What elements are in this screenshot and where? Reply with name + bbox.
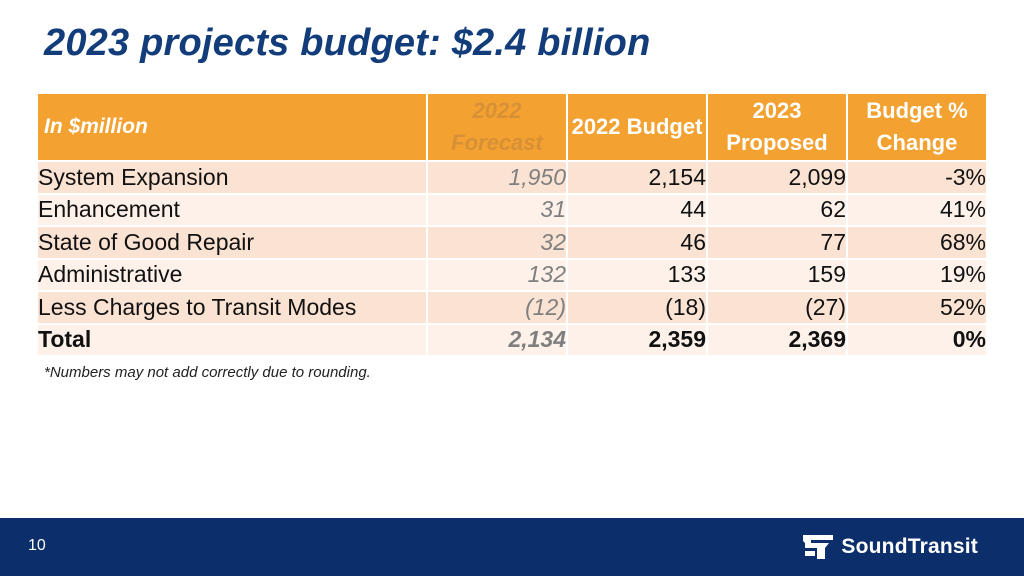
cell-budget-change: -3%: [848, 160, 986, 193]
total-2023-proposed: 2,369: [708, 322, 848, 355]
header-2023-proposed: 2023 Proposed: [708, 94, 848, 160]
total-budget-change: 0%: [848, 322, 986, 355]
logo-wordmark: SoundTransit: [841, 535, 978, 558]
sound-transit-logo: SoundTransit: [801, 531, 978, 563]
cell-budget-change: 68%: [848, 225, 986, 258]
cell-2022-budget: 44: [568, 192, 708, 225]
table-row: Less Charges to Transit Modes (12) (18) …: [38, 290, 986, 323]
cell-2022-forecast: (12): [428, 290, 568, 323]
table-header-row: In $million 2022 Forecast 2022 Budget 20…: [38, 94, 986, 160]
row-label: Less Charges to Transit Modes: [38, 290, 428, 323]
total-2022-forecast: 2,134: [428, 322, 568, 355]
row-label: Enhancement: [38, 192, 428, 225]
row-label: Administrative: [38, 257, 428, 290]
cell-2023-proposed: 77: [708, 225, 848, 258]
table-row: Administrative 132 133 159 19%: [38, 257, 986, 290]
header-2022-forecast: 2022 Forecast: [428, 94, 568, 160]
table-row: State of Good Repair 32 46 77 68%: [38, 225, 986, 258]
cell-2022-forecast: 31: [428, 192, 568, 225]
cell-2022-forecast: 32: [428, 225, 568, 258]
total-2022-budget: 2,359: [568, 322, 708, 355]
cell-2022-budget: 133: [568, 257, 708, 290]
sound-transit-logo-icon: [803, 535, 834, 559]
footnote: *Numbers may not add correctly due to ro…: [44, 364, 371, 381]
cell-budget-change: 41%: [848, 192, 986, 225]
cell-2022-forecast: 132: [428, 257, 568, 290]
cell-2022-budget: 46: [568, 225, 708, 258]
row-label: State of Good Repair: [38, 225, 428, 258]
footer-bar: 10 SoundTransit: [0, 518, 1024, 576]
cell-2022-forecast: 1,950: [428, 160, 568, 193]
cell-budget-change: 52%: [848, 290, 986, 323]
table-row: Enhancement 31 44 62 41%: [38, 192, 986, 225]
cell-2022-budget: (18): [568, 290, 708, 323]
cell-2023-proposed: 2,099: [708, 160, 848, 193]
cell-budget-change: 19%: [848, 257, 986, 290]
total-label: Total: [38, 322, 428, 355]
total-row: Total 2,134 2,359 2,369 0%: [38, 322, 986, 355]
cell-2023-proposed: 159: [708, 257, 848, 290]
header-2022-budget: 2022 Budget: [568, 94, 708, 160]
cell-2023-proposed: (27): [708, 290, 848, 323]
budget-table: In $million 2022 Forecast 2022 Budget 20…: [38, 94, 986, 355]
page-number: 10: [28, 537, 46, 554]
header-budget-change: Budget % Change: [848, 94, 986, 160]
row-label: System Expansion: [38, 160, 428, 193]
table-row: System Expansion 1,950 2,154 2,099 -3%: [38, 160, 986, 193]
cell-2023-proposed: 62: [708, 192, 848, 225]
slide-title: 2023 projects budget: $2.4 billion: [44, 22, 651, 64]
header-units: In $million: [38, 94, 428, 160]
cell-2022-budget: 2,154: [568, 160, 708, 193]
